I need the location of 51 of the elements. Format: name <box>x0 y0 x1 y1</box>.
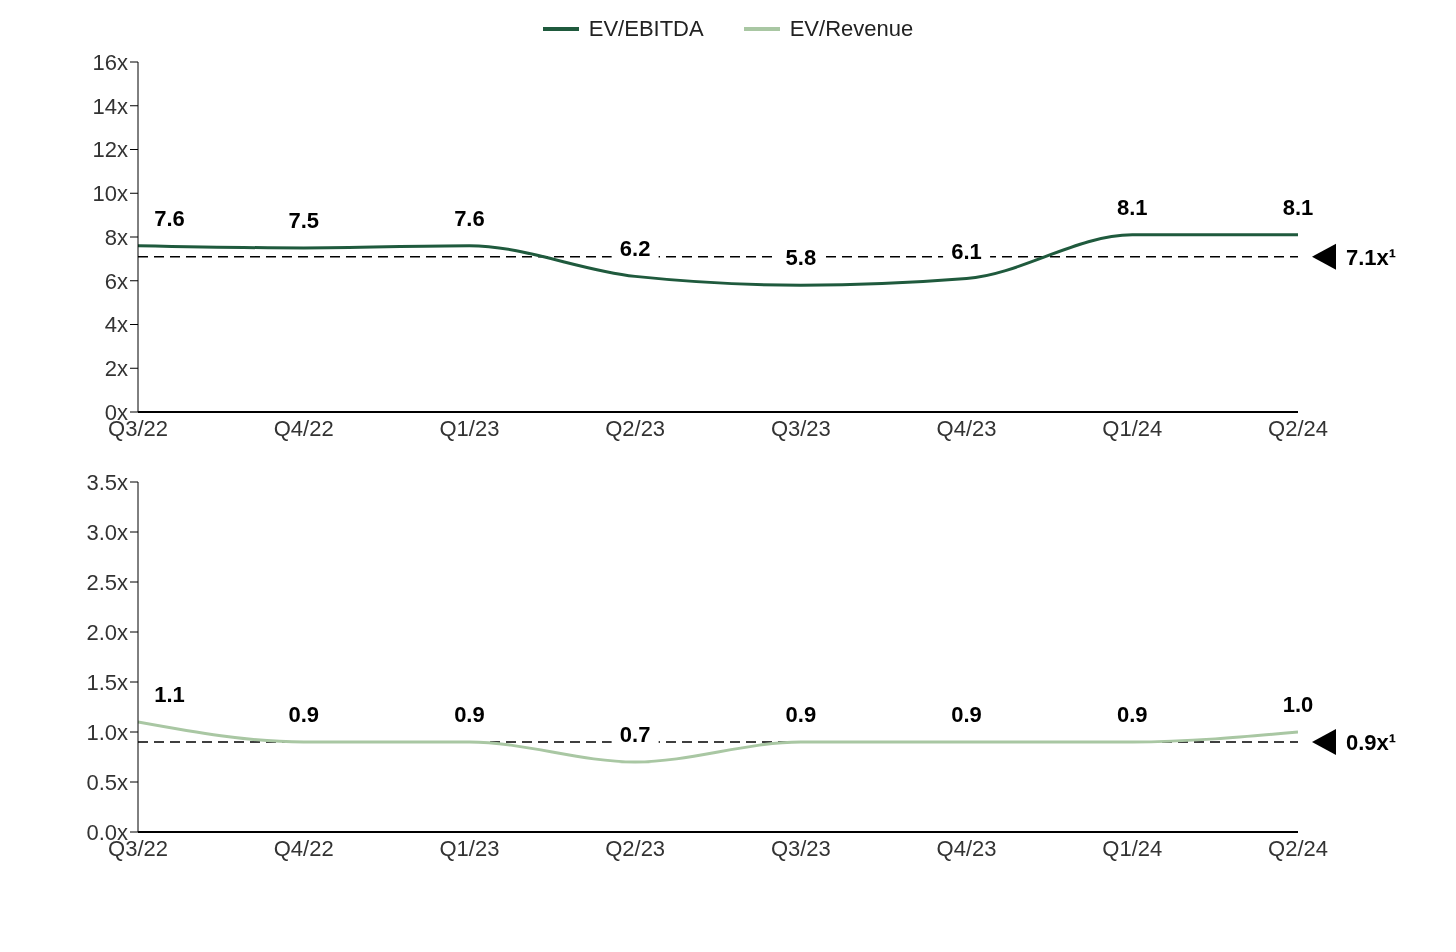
data-label: 0.7 <box>619 722 651 747</box>
x-tick-label: Q1/23 <box>439 835 500 861</box>
x-tick-label: Q3/23 <box>770 835 831 861</box>
y-tick-label: 2.0x <box>86 619 128 645</box>
y-tick-label: 0.5x <box>86 769 128 795</box>
x-tick-label: Q3/23 <box>770 415 831 441</box>
x-tick-label: Q4/23 <box>936 415 997 441</box>
data-label: 1.1 <box>154 682 185 707</box>
line-series <box>138 720 1298 764</box>
x-tick-label: Q4/23 <box>936 835 997 861</box>
y-tick-label: 6x <box>104 268 128 294</box>
y-tick-label: 16x <box>92 49 128 75</box>
y-tick-label: 3.0x <box>86 519 128 545</box>
data-label: 8.1 <box>1116 194 1148 220</box>
y-tick-label: 2.5x <box>86 569 128 595</box>
y-tick-label: 8x <box>104 224 128 250</box>
data-label: 1.0 <box>1282 692 1314 717</box>
y-tick-label: 2x <box>104 356 128 382</box>
y-tick-label: 10x <box>92 181 128 207</box>
data-label: 0.9 <box>951 702 982 727</box>
x-tick-label: Q2/24 <box>1268 835 1328 861</box>
x-tick-label: Q2/24 <box>1268 415 1328 441</box>
legend-label: EV/EBITDA <box>588 16 704 42</box>
data-label: 7.6 <box>454 205 485 231</box>
x-tick-label: Q2/23 <box>605 835 666 861</box>
ref-line-label: 0.9x¹ <box>1346 730 1397 755</box>
data-label: 0.9 <box>454 702 485 727</box>
x-tick-label: Q4/22 <box>273 835 334 861</box>
legend-label: EV/Revenue <box>789 16 914 42</box>
data-label: 0.9 <box>288 702 320 727</box>
data-label: 6.2 <box>619 236 651 262</box>
data-label: 0.9 <box>1116 702 1148 727</box>
y-tick-label: 4x <box>104 312 128 338</box>
x-tick-label: Q4/22 <box>273 415 334 441</box>
y-tick-label: 12x <box>92 137 128 163</box>
y-tick-label: 3.5x <box>86 469 128 495</box>
x-tick-label: Q1/24 <box>1102 835 1163 861</box>
data-label: 6.1 <box>951 238 982 264</box>
data-label: 8.1 <box>1282 194 1314 220</box>
data-label: 7.6 <box>154 205 185 231</box>
data-label: 0.9 <box>785 702 817 727</box>
x-tick-label: Q1/24 <box>1102 415 1163 441</box>
x-tick-label: Q1/23 <box>439 415 500 441</box>
y-tick-label: 14x <box>92 93 128 119</box>
data-label: 5.8 <box>785 245 817 271</box>
y-tick-label: 1.0x <box>86 719 128 745</box>
x-tick-label: Q2/23 <box>605 415 666 441</box>
data-label: 7.5 <box>288 207 320 233</box>
line-series <box>138 233 1298 287</box>
y-tick-label: 1.5x <box>86 669 128 695</box>
ref-line-label: 7.1x¹ <box>1346 244 1397 270</box>
